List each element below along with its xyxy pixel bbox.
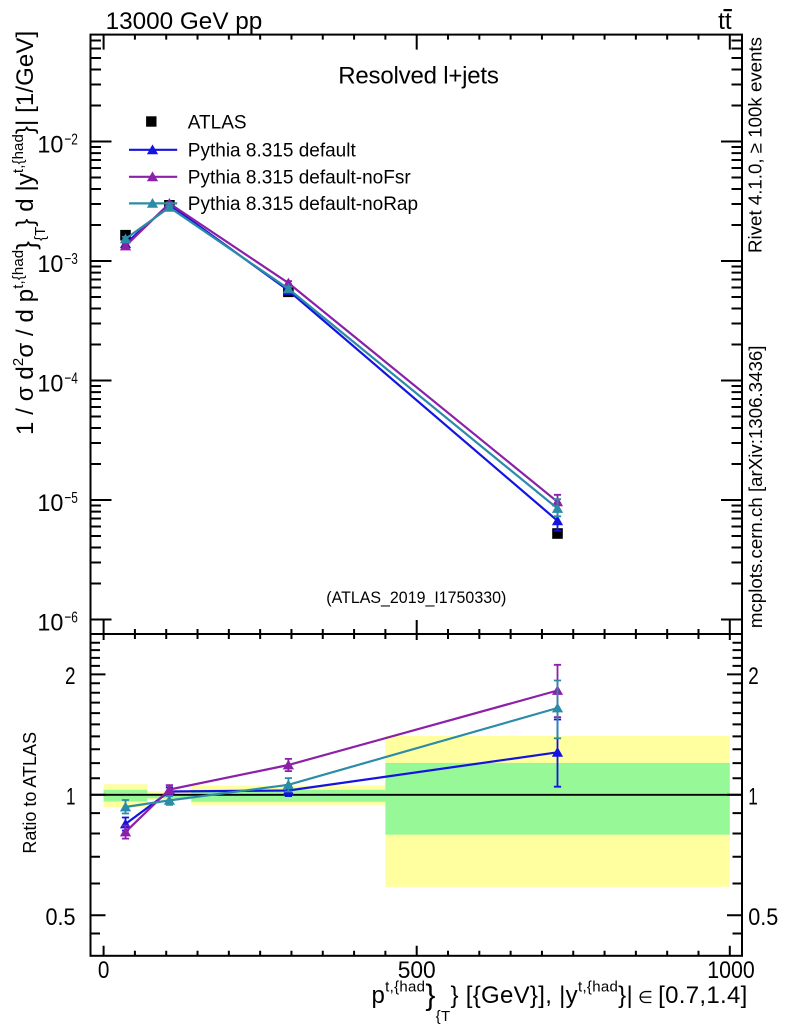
svg-text:ATLAS: ATLAS bbox=[188, 112, 247, 133]
svg-text:0.5: 0.5 bbox=[748, 904, 778, 931]
svg-text:Pythia 8.315 default: Pythia 8.315 default bbox=[188, 141, 357, 162]
svg-text:1000: 1000 bbox=[707, 957, 755, 984]
svg-text:500: 500 bbox=[398, 957, 436, 984]
svg-text:10: 10 bbox=[37, 251, 63, 278]
svg-text:0: 0 bbox=[98, 957, 110, 984]
svg-text:10: 10 bbox=[37, 490, 63, 517]
svg-text:Ratio to ATLAS: Ratio to ATLAS bbox=[20, 732, 40, 854]
svg-text:−3: −3 bbox=[64, 251, 78, 268]
svg-text:pt,{had}{T} [{GeV}], |yt,{had}: pt,{had}{T} [{GeV}], |yt,{had}| ∈ [0.7,1… bbox=[372, 979, 748, 1024]
svg-text:1: 1 bbox=[66, 783, 76, 810]
svg-text:13000 GeV pp: 13000 GeV pp bbox=[106, 8, 263, 35]
svg-text:tt: tt bbox=[718, 8, 732, 35]
svg-text:Rivet 4.1.0, ≥ 100k events: Rivet 4.1.0, ≥ 100k events bbox=[745, 37, 766, 253]
svg-text:Pythia 8.315 default-noFsr: Pythia 8.315 default-noFsr bbox=[188, 168, 412, 189]
svg-text:−6: −6 bbox=[64, 610, 78, 627]
svg-text:−2: −2 bbox=[64, 132, 78, 149]
svg-text:10: 10 bbox=[37, 132, 63, 159]
svg-text:−4: −4 bbox=[64, 371, 78, 388]
svg-text:0.5: 0.5 bbox=[46, 904, 76, 931]
svg-text:(ATLAS_2019_I1750330): (ATLAS_2019_I1750330) bbox=[326, 588, 506, 607]
svg-text:−5: −5 bbox=[64, 490, 78, 507]
svg-text:10: 10 bbox=[37, 610, 63, 637]
svg-text:mcplots.cern.ch [arXiv:1306.34: mcplots.cern.ch [arXiv:1306.3436] bbox=[745, 346, 766, 629]
svg-text:Resolved l+jets: Resolved l+jets bbox=[338, 62, 499, 89]
svg-text:Pythia 8.315 default-noRap: Pythia 8.315 default-noRap bbox=[188, 194, 418, 215]
svg-text:10: 10 bbox=[37, 371, 63, 398]
svg-text:1: 1 bbox=[748, 783, 758, 810]
svg-text:2: 2 bbox=[65, 663, 76, 690]
svg-text:2: 2 bbox=[748, 663, 759, 690]
